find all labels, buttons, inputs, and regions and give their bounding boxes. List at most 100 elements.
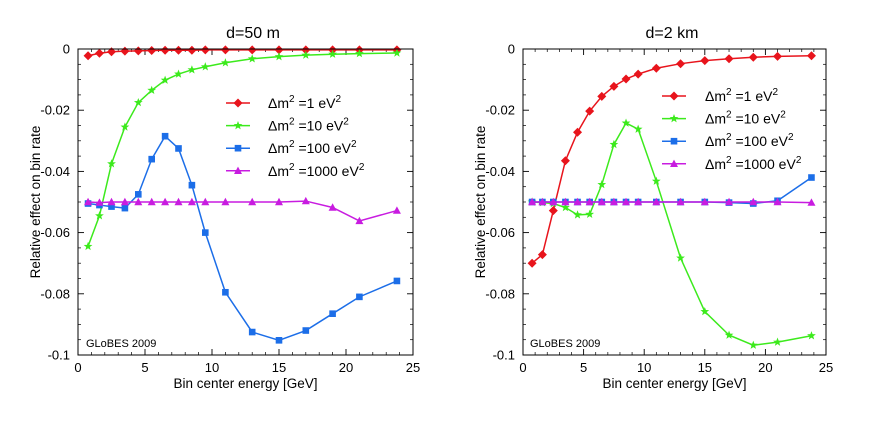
data-point xyxy=(700,306,710,316)
data-point xyxy=(807,331,816,340)
legend-marker xyxy=(669,114,679,123)
series-line xyxy=(532,176,812,205)
data-point xyxy=(274,45,284,55)
y-tick-label: -0.1 xyxy=(48,348,70,363)
data-point xyxy=(700,56,710,66)
y-tick-label: -0.08 xyxy=(485,286,515,301)
legend-marker xyxy=(234,166,242,174)
data-point xyxy=(527,258,537,268)
data-point xyxy=(301,50,311,59)
series-1 xyxy=(527,51,816,268)
data-point xyxy=(83,241,93,251)
data-point xyxy=(94,48,104,58)
y-tick-label: -0.02 xyxy=(485,103,515,118)
y-tick-label: -0.02 xyxy=(40,103,70,118)
x-tick-label: 20 xyxy=(339,360,353,375)
data-point xyxy=(147,46,157,56)
data-point xyxy=(597,197,606,206)
data-point xyxy=(561,197,570,206)
data-point xyxy=(676,253,685,262)
data-point xyxy=(120,46,130,56)
data-point xyxy=(725,197,734,206)
x-tick-label: 25 xyxy=(406,360,420,375)
data-point xyxy=(609,81,619,91)
data-point xyxy=(107,159,116,168)
y-tick-label: -0.06 xyxy=(485,225,515,240)
data-point xyxy=(634,197,643,206)
data-point xyxy=(248,197,257,206)
data-point xyxy=(174,69,183,78)
chart-panel-1: d=50 m 0 5 10 15 20 25 0 -0.02 -0.04 -0.06 -0.08 -0.… xyxy=(28,25,420,391)
data-point xyxy=(148,155,155,163)
legend-marker xyxy=(233,98,243,108)
data-point xyxy=(773,337,782,346)
data-point xyxy=(147,85,157,95)
data-point xyxy=(134,197,143,206)
data-point xyxy=(187,65,197,74)
chart-title: d=50 m xyxy=(226,25,280,42)
chart-panel-2: d=2 km 0 5 10 15 20 25 0 -0.02 -0.04 -0.06 -0.08 -0.… xyxy=(473,25,833,391)
data-point xyxy=(200,45,210,55)
data-point xyxy=(328,49,337,58)
x-axis-label: Bin center energy [GeV] xyxy=(173,376,317,391)
series-line xyxy=(88,200,398,222)
globes-annotation: GLoBES 2009 xyxy=(530,338,600,350)
legend-marker xyxy=(670,159,678,167)
x-axis-ticks: 0 5 10 15 20 25 xyxy=(519,49,833,375)
data-point xyxy=(84,197,93,206)
data-point xyxy=(160,45,170,55)
x-tick-label: 10 xyxy=(637,360,651,375)
data-point xyxy=(301,196,310,205)
data-point xyxy=(749,197,758,206)
data-point xyxy=(120,197,129,206)
data-point xyxy=(633,124,643,133)
data-point xyxy=(561,202,570,212)
data-point xyxy=(120,122,130,131)
y-tick-label: -0.1 xyxy=(493,348,515,363)
data-point xyxy=(700,197,709,206)
data-point xyxy=(807,198,816,206)
x-tick-label: 20 xyxy=(758,360,772,375)
data-point xyxy=(609,197,618,206)
legend-marker xyxy=(233,121,243,130)
data-point xyxy=(573,127,583,137)
legend: Δm2 =1 eV2 Δm2 =10 eV2 Δm2 =100 eV2 Δm2 =10… xyxy=(226,94,365,179)
data-point xyxy=(133,97,143,107)
data-point xyxy=(651,63,661,73)
data-point xyxy=(133,46,143,56)
data-point xyxy=(220,45,230,55)
data-point xyxy=(161,132,169,140)
data-point xyxy=(108,203,115,210)
data-point xyxy=(95,198,104,206)
data-point xyxy=(652,197,661,206)
data-point xyxy=(538,197,547,206)
data-point xyxy=(95,211,104,220)
y-axis-ticks: 0 -0.02 -0.04 -0.06 -0.08 -0.1 xyxy=(40,42,413,363)
y-tick-label: -0.08 xyxy=(40,286,70,301)
data-point xyxy=(328,203,337,211)
data-point xyxy=(201,197,210,206)
data-point xyxy=(621,74,631,84)
data-point xyxy=(537,250,547,260)
x-axis-label: Bin center energy [GeV] xyxy=(602,376,746,391)
data-point xyxy=(392,48,402,57)
y-tick-label: -0.04 xyxy=(40,164,70,179)
data-point xyxy=(549,197,558,206)
data-point xyxy=(597,179,607,189)
y-tick-label: -0.04 xyxy=(485,164,515,179)
data-point xyxy=(355,216,364,225)
legend-label: Δm2 =100 eV2 xyxy=(268,139,357,156)
data-point xyxy=(622,197,631,206)
data-point xyxy=(222,288,229,296)
y-axis-ticks: 0 -0.02 -0.04 -0.06 -0.08 -0.1 xyxy=(485,42,826,363)
plot-frame xyxy=(77,48,414,356)
data-point xyxy=(748,52,758,62)
globes-annotation: GLoBES 2009 xyxy=(86,338,156,350)
data-point xyxy=(147,197,156,206)
data-point xyxy=(773,197,782,206)
plot-frame xyxy=(522,48,827,356)
data-point xyxy=(676,197,685,206)
legend-label: Δm2 =1 eV2 xyxy=(268,94,341,111)
data-point xyxy=(355,48,364,58)
legend-marker xyxy=(670,137,678,145)
